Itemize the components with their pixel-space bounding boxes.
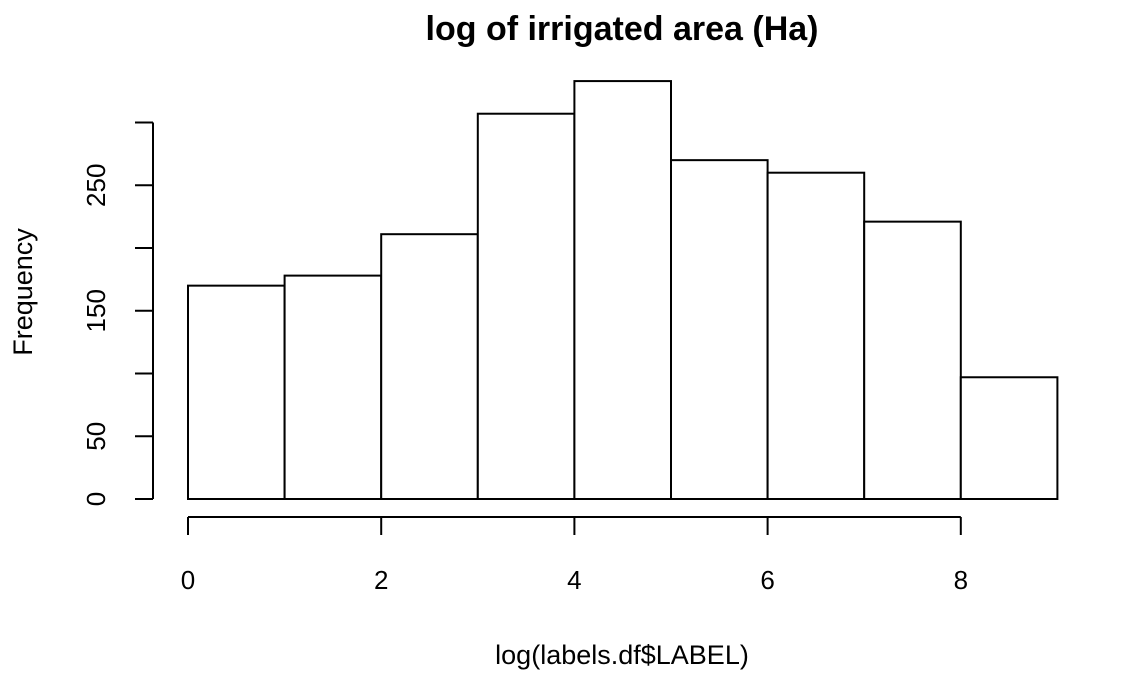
histogram-bar (959, 376, 1059, 501)
x-tick-label: 8 (954, 565, 968, 595)
histogram-bar (863, 220, 962, 501)
y-axis-label: Frequency (8, 228, 38, 356)
y-tick-label: 50 (81, 422, 111, 451)
y-tick-label: 0 (81, 492, 111, 506)
histogram-bar (573, 80, 673, 501)
chart-title: log of irrigated area (Ha) (426, 10, 819, 48)
histogram-bar (476, 112, 576, 500)
x-tick-label: 0 (181, 565, 195, 595)
histogram-bar (670, 159, 769, 500)
y-tick-label: 150 (81, 289, 111, 332)
x-axis-label: log(labels.df$LABEL) (495, 640, 749, 670)
x-tick-label: 4 (567, 565, 581, 595)
bars-group (187, 80, 1059, 501)
histogram-bar (187, 284, 286, 500)
x-axis: 0 2 4 6 8 (181, 516, 968, 595)
y-tick-label: 250 (81, 164, 111, 207)
histogram-bar (283, 274, 383, 500)
x-tick-label: 6 (760, 565, 774, 595)
histogram-bar (766, 171, 866, 500)
histogram-bar (380, 233, 479, 500)
y-axis: 0 50 150 250 (81, 121, 154, 506)
x-tick-label: 2 (374, 565, 388, 595)
